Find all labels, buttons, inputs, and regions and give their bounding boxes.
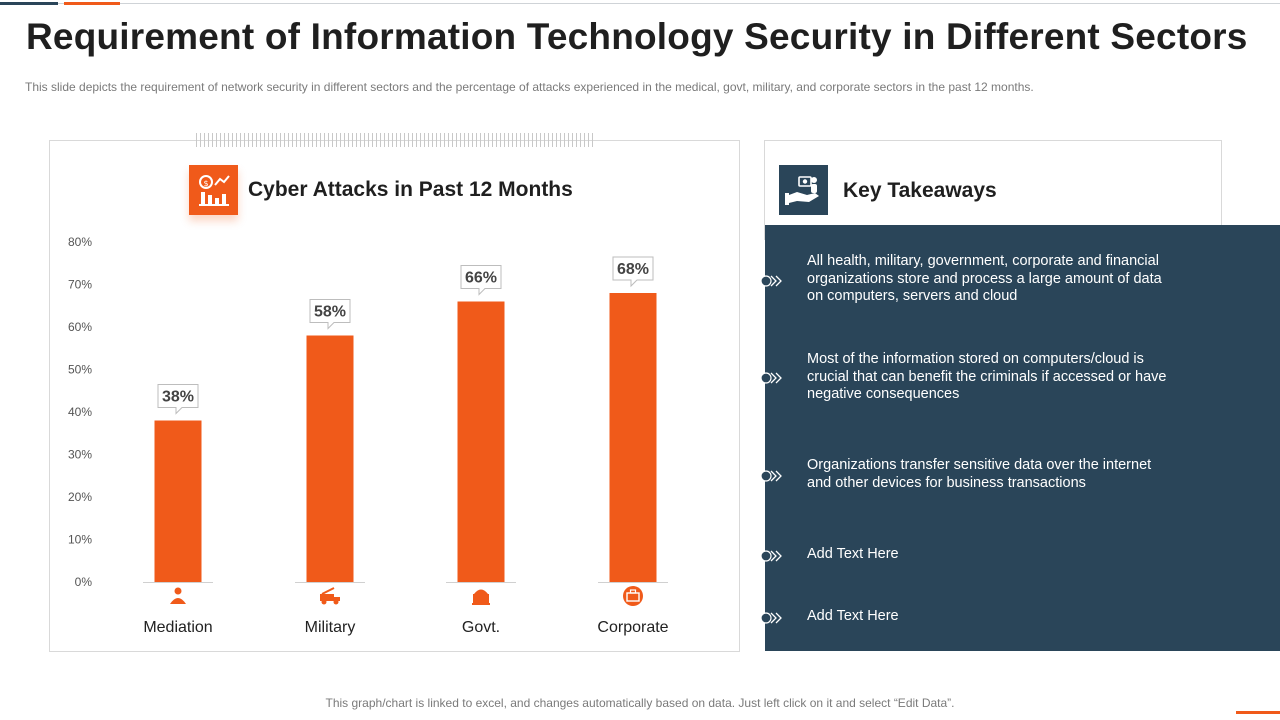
page-subtitle: This slide depicts the requirement of ne…	[25, 80, 1034, 94]
briefcase-handle	[629, 589, 637, 594]
truck-barrel	[321, 587, 335, 595]
takeaways-title: Key Takeaways	[843, 179, 997, 202]
footer-note: This graph/chart is linked to excel, and…	[325, 696, 955, 710]
data-label: 68%	[617, 261, 649, 278]
double-chevron-bullet-icon	[760, 275, 782, 287]
hand-money-icon	[779, 165, 828, 215]
category-label: Military	[305, 619, 356, 636]
y-tick-label: 30%	[68, 448, 92, 462]
top-divider	[0, 3, 1280, 4]
bar	[609, 293, 657, 582]
y-tick-label: 20%	[68, 490, 92, 504]
analytics-dollar-icon: $	[189, 165, 238, 215]
y-tick-label: 10%	[68, 533, 92, 547]
y-tick-label: 60%	[68, 320, 92, 334]
category-label: Govt.	[462, 619, 500, 636]
data-label-callout	[157, 384, 199, 415]
takeaways-list-panel	[765, 225, 1280, 651]
takeaway-item: Add Text Here	[807, 546, 899, 562]
bar	[457, 301, 505, 582]
truck-wheel	[321, 599, 327, 605]
truck-wheel	[333, 599, 339, 605]
briefcase-icon	[623, 586, 643, 606]
bottom-accent	[1236, 711, 1280, 714]
doctor-icon	[174, 587, 182, 595]
takeaways-header-panel	[764, 140, 1222, 240]
double-chevron-bullet-icon	[760, 372, 782, 384]
y-tick-label: 50%	[68, 363, 92, 377]
category-label: Mediation	[143, 619, 212, 636]
ruler-decoration	[196, 133, 594, 147]
data-label: 66%	[465, 270, 497, 287]
takeaway-item: All health, military, government, corpor…	[807, 253, 1162, 304]
y-tick-label: 40%	[68, 405, 92, 419]
bar	[154, 420, 202, 582]
y-tick-label: 80%	[68, 235, 92, 249]
data-label: 38%	[162, 389, 194, 406]
data-label-callout	[460, 265, 502, 296]
top-accent-orange	[64, 2, 120, 5]
building-base	[472, 603, 490, 605]
double-chevron-bullet-icon	[760, 612, 782, 624]
double-chevron-bullet-icon	[760, 550, 782, 562]
y-tick-label: 70%	[68, 278, 92, 292]
doctor-body	[170, 598, 186, 604]
data-label-callout	[309, 299, 351, 330]
takeaway-item: Most of the information stored on comput…	[807, 351, 1167, 402]
truck-cab	[334, 597, 340, 601]
takeaway-item: Add Text Here	[807, 608, 899, 624]
takeaway-item: Organizations transfer sensitive data ov…	[807, 457, 1152, 491]
data-label: 58%	[314, 304, 346, 321]
svg-text:$: $	[203, 179, 208, 188]
y-tick-label: 0%	[75, 575, 93, 589]
data-label-callout	[612, 256, 654, 288]
double-chevron-bullet-icon	[760, 470, 782, 482]
bar	[306, 335, 354, 582]
military-truck-icon	[320, 594, 334, 601]
category-label: Corporate	[597, 619, 668, 636]
top-accent-dark	[0, 2, 58, 5]
building-body	[473, 594, 489, 603]
government-building-icon	[474, 589, 488, 594]
page-title: Requirement of Information Technology Se…	[26, 16, 1248, 57]
chart-title: Cyber Attacks in Past 12 Months	[248, 178, 573, 201]
